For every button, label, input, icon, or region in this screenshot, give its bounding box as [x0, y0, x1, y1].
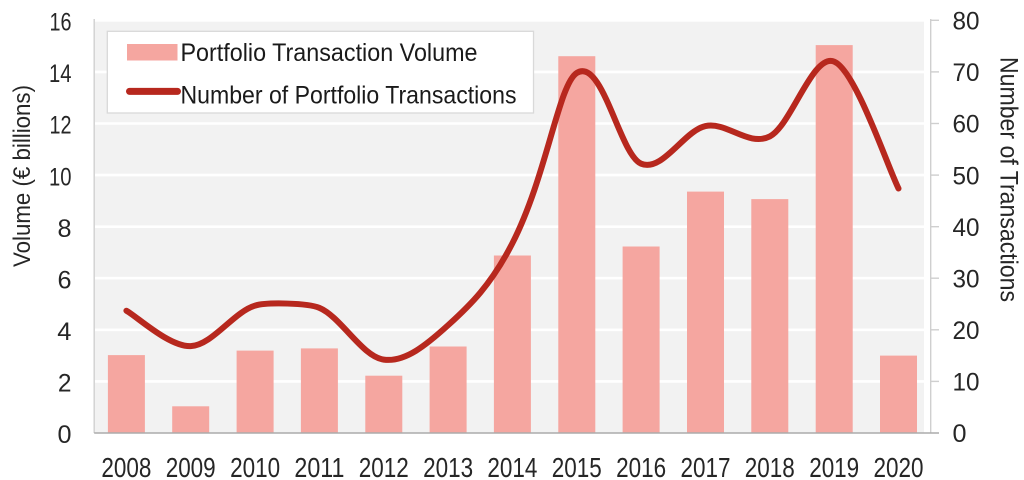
- svg-text:2012: 2012: [359, 452, 409, 480]
- svg-text:Volume (€ billions): Volume (€ billions): [9, 85, 36, 267]
- svg-text:2018: 2018: [745, 452, 795, 480]
- svg-text:2009: 2009: [166, 452, 216, 480]
- svg-text:2015: 2015: [552, 452, 602, 480]
- svg-text:14: 14: [49, 60, 72, 88]
- svg-text:2011: 2011: [294, 452, 344, 480]
- svg-text:2010: 2010: [230, 452, 280, 480]
- svg-text:Number of Transactions: Number of Transactions: [995, 57, 1023, 302]
- svg-text:0: 0: [58, 421, 72, 449]
- svg-text:10: 10: [953, 369, 980, 397]
- svg-text:Number of Portfolio Transactio: Number of Portfolio Transactions: [181, 82, 517, 110]
- svg-text:50: 50: [953, 162, 980, 190]
- svg-text:2020: 2020: [874, 452, 924, 480]
- svg-text:2017: 2017: [681, 452, 731, 480]
- svg-text:2: 2: [58, 370, 72, 398]
- svg-text:0: 0: [953, 420, 967, 448]
- svg-text:30: 30: [953, 265, 980, 293]
- svg-text:2013: 2013: [423, 452, 473, 480]
- svg-text:16: 16: [50, 9, 72, 37]
- svg-text:20: 20: [953, 317, 980, 345]
- svg-text:Portfolio Transaction Volume: Portfolio Transaction Volume: [181, 39, 478, 67]
- svg-text:80: 80: [953, 8, 980, 36]
- svg-text:2016: 2016: [616, 452, 666, 480]
- svg-text:2014: 2014: [487, 452, 537, 480]
- svg-text:4: 4: [57, 318, 71, 346]
- svg-text:2019: 2019: [809, 452, 859, 480]
- svg-text:12: 12: [50, 112, 72, 140]
- svg-text:60: 60: [953, 111, 980, 139]
- svg-text:2008: 2008: [101, 452, 151, 480]
- svg-text:6: 6: [58, 266, 72, 294]
- svg-text:10: 10: [49, 163, 72, 191]
- svg-text:70: 70: [953, 59, 980, 87]
- svg-text:40: 40: [953, 214, 980, 242]
- svg-text:8: 8: [58, 215, 72, 243]
